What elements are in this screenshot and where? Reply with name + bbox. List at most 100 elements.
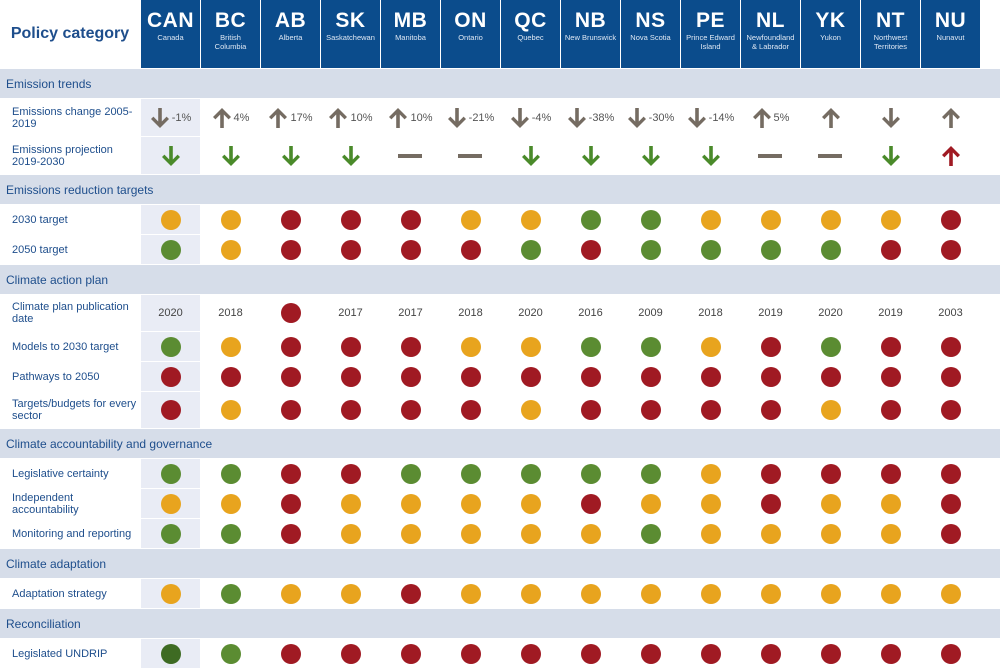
status-dot-red [400, 400, 421, 420]
status-dot-red [400, 583, 421, 604]
status-dot-amber [760, 583, 781, 604]
jurisdiction-code: NU [934, 9, 967, 32]
trend-arrow-down-icon [687, 107, 707, 129]
table-cell [321, 639, 380, 668]
table-cell [261, 205, 320, 234]
table-cell [141, 235, 200, 264]
jurisdiction-header-yk: YK Yukon [801, 0, 860, 68]
status-dot-amber [340, 583, 361, 604]
table-cell [921, 489, 980, 518]
section-title: Emission trends [6, 76, 92, 91]
trend-arrow-up-icon [821, 107, 841, 129]
table-cell [741, 519, 800, 548]
table-cell [261, 489, 320, 518]
table-cell [141, 459, 200, 488]
table-cell: 2018 [681, 295, 740, 331]
row-label: Climate plan publication date [0, 295, 140, 331]
table-cell [501, 459, 560, 488]
table-cell [441, 235, 500, 264]
jurisdiction-name: New Brunswick [564, 33, 617, 42]
table-cell [861, 99, 920, 136]
status-dot-amber [700, 336, 721, 357]
row-label: Targets/budgets for every sector [0, 392, 140, 428]
table-cell: 2020 [501, 295, 560, 331]
status-dot-red [940, 493, 961, 514]
status-dot-amber [220, 209, 241, 230]
row-label: Monitoring and reporting [0, 519, 140, 548]
table-cell [561, 137, 620, 174]
status-dot-green [640, 523, 661, 544]
trend-arrow-up-icon [941, 107, 961, 129]
status-dot-red [880, 463, 901, 484]
table-cell: 4% [201, 99, 260, 136]
status-dot-red [940, 336, 961, 357]
trend-arrow-up-icon [328, 107, 348, 129]
table-cell [921, 205, 980, 234]
table-cell: -30% [621, 99, 680, 136]
publication-year: 2018 [218, 307, 243, 319]
table-cell [561, 362, 620, 391]
status-dot-green [580, 209, 601, 230]
table-cell [681, 579, 740, 608]
table-cell: 2017 [381, 295, 440, 331]
table-cell [561, 235, 620, 264]
publication-year: 2017 [338, 307, 363, 319]
table-cell [801, 519, 860, 548]
table-cell [321, 459, 380, 488]
table-cell [921, 639, 980, 668]
jurisdiction-header-sk: SK Saskatchewan [321, 0, 380, 68]
emissions-change-value: -4% [531, 111, 552, 124]
status-dot-red [460, 366, 481, 387]
status-dot-red [880, 239, 901, 260]
status-dot-red [760, 463, 781, 484]
table-cell [561, 639, 620, 668]
table-cell [801, 205, 860, 234]
table-cell: 10% [321, 99, 380, 136]
jurisdiction-code: NL [756, 9, 785, 32]
status-dot-green [220, 643, 241, 664]
table-cell [381, 459, 440, 488]
table-cell [741, 639, 800, 668]
table-cell [921, 137, 980, 174]
table-cell [501, 639, 560, 668]
status-dot-red [340, 209, 361, 230]
status-dot-amber [220, 336, 241, 357]
status-dot-red [520, 366, 541, 387]
table-cell [201, 519, 260, 548]
status-dot-red [340, 643, 361, 664]
status-dot-red [400, 239, 421, 260]
jurisdiction-code: PE [695, 9, 725, 32]
status-dot-red [940, 400, 961, 420]
table-cell [381, 205, 440, 234]
table-cell [141, 639, 200, 668]
status-dot-amber [700, 209, 721, 230]
table-cell: 2019 [861, 295, 920, 331]
trend-arrow-down-icon [641, 145, 661, 167]
table-cell [261, 332, 320, 361]
jurisdiction-name: Nova Scotia [630, 33, 671, 42]
table-cell [921, 459, 980, 488]
trend-arrow-down-icon [150, 107, 170, 129]
jurisdiction-header-mb: MB Manitoba [381, 0, 440, 68]
status-dot-green [700, 239, 721, 260]
trend-arrow-down-icon [881, 145, 901, 167]
status-dot-green [160, 523, 181, 544]
table-cell [321, 362, 380, 391]
status-dot-red [580, 493, 601, 514]
status-dot-green [400, 463, 421, 484]
jurisdiction-header-qc: QC Quebec [501, 0, 560, 68]
status-dot-red [880, 366, 901, 387]
publication-year: 2020 [518, 307, 543, 319]
publication-year: 2018 [458, 307, 483, 319]
table-cell [801, 459, 860, 488]
status-dot-amber [640, 493, 661, 514]
table-cell [681, 137, 740, 174]
table-cell [381, 235, 440, 264]
row-label-text: Monitoring and reporting [12, 527, 132, 540]
status-dot-amber [460, 523, 481, 544]
jurisdiction-code: NB [574, 9, 607, 32]
status-dot-amber [760, 523, 781, 544]
status-dot-green [220, 523, 241, 544]
table-cell [861, 579, 920, 608]
section-header: Climate adaptation [0, 549, 1000, 578]
